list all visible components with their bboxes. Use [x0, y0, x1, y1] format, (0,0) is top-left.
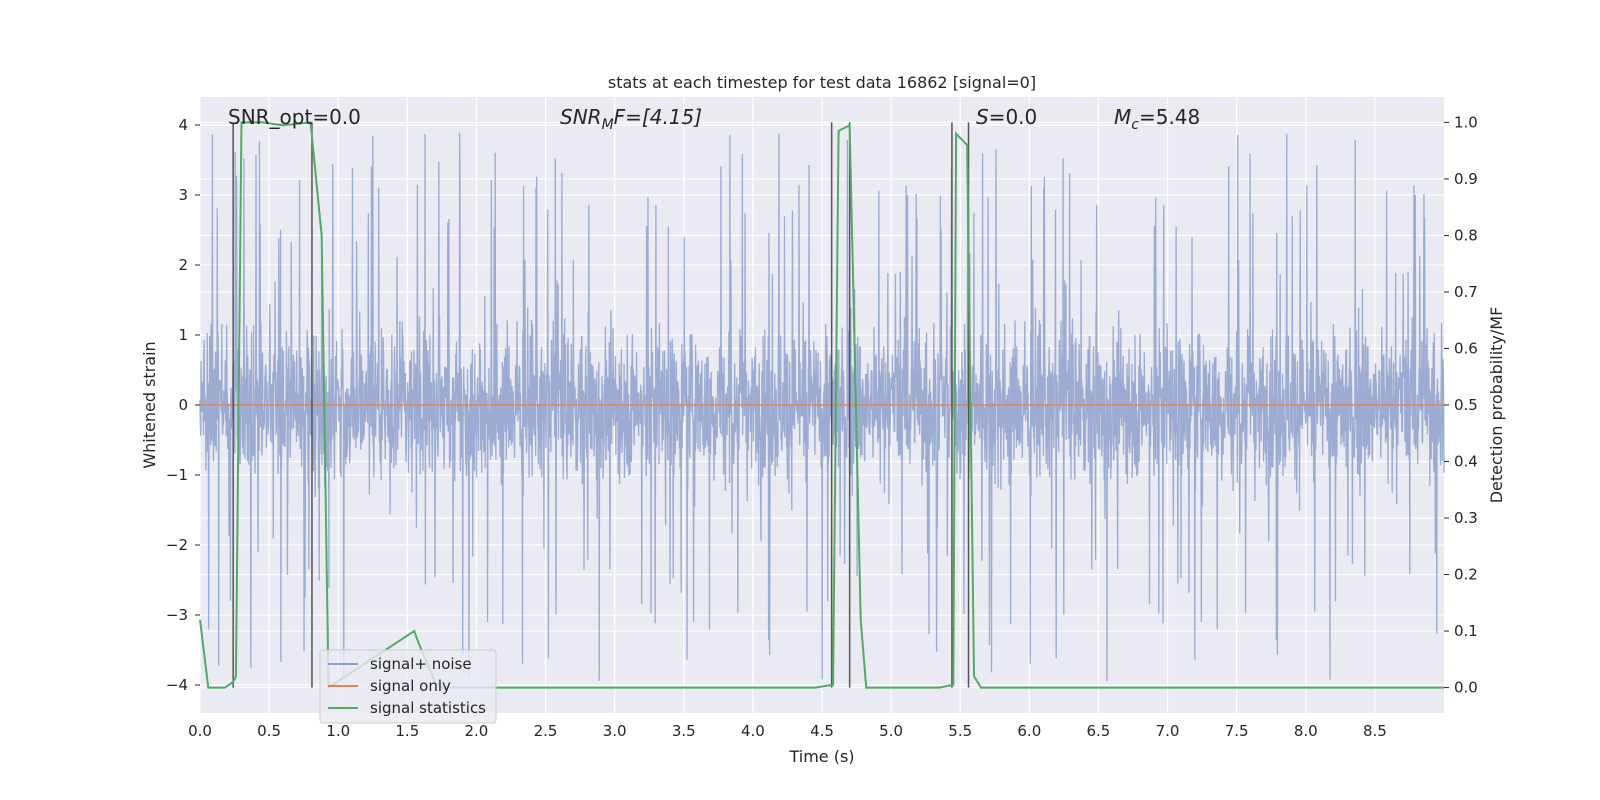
x-tick-label: 4.5 [810, 722, 834, 740]
x-tick-label: 2.5 [534, 722, 558, 740]
annotation-snr-opt: SNR_opt=0.0 [228, 105, 361, 129]
y-tick-label: −2 [166, 536, 188, 554]
annotation-snr-mf-sub: M [602, 117, 614, 133]
y-right-tick-label: 0.1 [1454, 622, 1478, 640]
legend: signal+ noise signal only signal statist… [319, 649, 497, 724]
legend-label-signal: signal only [370, 677, 451, 695]
y-tick-label: −3 [166, 606, 188, 624]
y-right-tick-label: 0.4 [1454, 453, 1478, 471]
annotation-snr-mf: SNRMF=[4.15] [560, 105, 702, 133]
y-tick-label: 3 [178, 186, 188, 204]
annotation-mc-sub: c [1131, 117, 1139, 133]
annotation-snr-mf-rest: F=[4.15] [614, 105, 702, 129]
y-right-tick-label: 0.6 [1454, 339, 1478, 357]
y-tick-label: −4 [166, 676, 188, 694]
annotation-mc-value: =5.48 [1139, 105, 1200, 129]
x-tick-label: 4.0 [741, 722, 765, 740]
x-tick-label: 5.0 [879, 722, 903, 740]
x-tick-label: 5.5 [948, 722, 972, 740]
y-right-tick-label: 0.0 [1454, 679, 1478, 697]
x-tick-label: 2.0 [465, 722, 489, 740]
y-tick-label: −1 [166, 466, 188, 484]
x-axis-label: Time (s) [788, 747, 854, 766]
chart-title: stats at each timestep for test data 168… [608, 73, 1036, 92]
y-tick-label: 2 [178, 256, 188, 274]
y-right-tick-label: 0.9 [1454, 170, 1478, 188]
y-right-tick-label: 0.2 [1454, 566, 1478, 584]
annotation-s-value: =0.0 [989, 105, 1038, 129]
x-tick-label: 1.5 [395, 722, 419, 740]
annotation-s-var: S [976, 105, 989, 129]
x-tick-label: 7.5 [1225, 722, 1249, 740]
y-right-tick-label: 0.7 [1454, 283, 1478, 301]
series-signal-noise [199, 132, 1445, 682]
x-tick-label: 1.0 [326, 722, 350, 740]
x-tick-label: 6.0 [1017, 722, 1041, 740]
y-right-axis-label: Detection probability/MF [1487, 307, 1506, 504]
y-tick-labels: 4 3 2 1 0 −1 −2 −3 −4 [166, 116, 200, 694]
x-tick-labels: 0.0 0.5 1.0 1.5 2.0 2.5 3.0 3.5 4.0 4.5 5.0 5.5 6.0 6… [188, 722, 1387, 740]
annotation-s: S=0.0 [976, 105, 1037, 129]
x-tick-label: 3.5 [672, 722, 696, 740]
y-tick-label: 0 [178, 396, 188, 414]
series-signal-statistics [199, 121, 1444, 690]
x-tick-label: 6.5 [1087, 722, 1111, 740]
x-tick-label: 8.5 [1363, 722, 1387, 740]
annotation-snr-mf-var: SNR [560, 105, 602, 129]
x-tick-label: 8.0 [1294, 722, 1318, 740]
x-tick-label: 0.0 [188, 722, 212, 740]
legend-label-stats: signal statistics [370, 699, 486, 717]
y-tick-label: 1 [178, 326, 188, 344]
annotation-mc-var: M [1114, 105, 1131, 129]
stats-line [199, 121, 1444, 690]
x-tick-label: 3.0 [603, 722, 627, 740]
y-tick-label: 4 [178, 116, 188, 134]
legend-box [319, 649, 497, 724]
y-right-tick-label: 0.3 [1454, 509, 1478, 527]
y-axis-label: Whitened strain [140, 341, 159, 468]
x-tick-label: 0.5 [257, 722, 281, 740]
x-tick-label: 7.0 [1156, 722, 1180, 740]
annotation-mc: Mc=5.48 [1114, 105, 1200, 133]
y-right-tick-label: 1.0 [1454, 113, 1478, 131]
y-right-tick-labels: 1.0 0.9 0.8 0.7 0.6 0.5 0.4 0.3 0.2 0.1 0.0 [1444, 113, 1478, 697]
legend-label-noise: signal+ noise [370, 655, 472, 673]
noise-line [199, 132, 1445, 682]
y-right-tick-label: 0.8 [1454, 226, 1478, 244]
y-right-tick-label: 0.5 [1454, 396, 1478, 414]
